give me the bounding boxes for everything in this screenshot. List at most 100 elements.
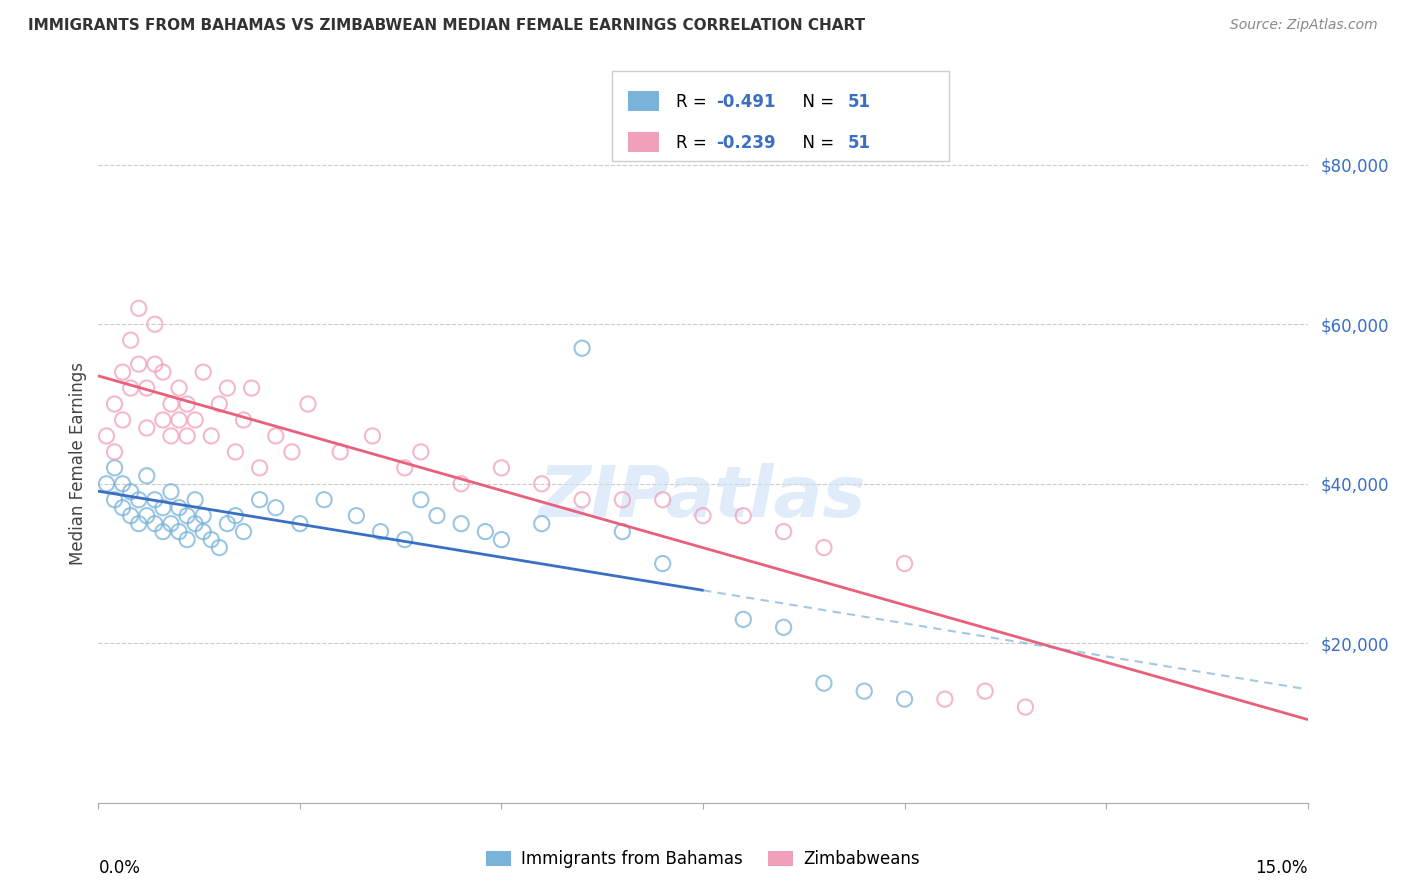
Point bbox=[394, 460, 416, 475]
Point bbox=[143, 357, 166, 371]
Point bbox=[103, 492, 125, 507]
Point bbox=[176, 533, 198, 547]
Point bbox=[176, 508, 198, 523]
Point bbox=[264, 429, 287, 443]
Point bbox=[612, 492, 634, 507]
Point bbox=[474, 524, 496, 539]
Point bbox=[193, 508, 215, 523]
Text: N =: N = bbox=[792, 93, 839, 111]
Point bbox=[193, 365, 215, 379]
Point bbox=[200, 533, 222, 547]
Point bbox=[281, 445, 304, 459]
Point bbox=[111, 476, 134, 491]
Point bbox=[160, 484, 183, 499]
Point bbox=[193, 524, 215, 539]
Point bbox=[111, 365, 134, 379]
Text: 51: 51 bbox=[848, 93, 870, 111]
Point bbox=[530, 516, 553, 531]
Point bbox=[772, 620, 794, 634]
Point bbox=[772, 524, 794, 539]
Point bbox=[120, 333, 142, 347]
Text: 15.0%: 15.0% bbox=[1256, 859, 1308, 877]
Point bbox=[184, 516, 207, 531]
Point bbox=[160, 516, 183, 531]
Point bbox=[135, 381, 157, 395]
Point bbox=[733, 508, 755, 523]
Point bbox=[184, 413, 207, 427]
Point bbox=[409, 445, 432, 459]
Text: N =: N = bbox=[792, 134, 839, 152]
Point bbox=[103, 445, 125, 459]
Point bbox=[135, 508, 157, 523]
Point bbox=[128, 357, 150, 371]
Point bbox=[394, 533, 416, 547]
Point bbox=[128, 301, 150, 316]
Point bbox=[612, 524, 634, 539]
Point bbox=[160, 397, 183, 411]
Point bbox=[128, 516, 150, 531]
Point bbox=[571, 492, 593, 507]
Text: -0.239: -0.239 bbox=[716, 134, 775, 152]
Y-axis label: Median Female Earnings: Median Female Earnings bbox=[69, 362, 87, 566]
Point bbox=[314, 492, 336, 507]
Point bbox=[692, 508, 714, 523]
Point bbox=[120, 381, 142, 395]
Point bbox=[167, 381, 190, 395]
Point bbox=[297, 397, 319, 411]
Point bbox=[96, 429, 118, 443]
Point bbox=[111, 413, 134, 427]
Point bbox=[450, 476, 472, 491]
Point bbox=[152, 524, 174, 539]
Point bbox=[813, 541, 835, 555]
Text: -0.491: -0.491 bbox=[716, 93, 775, 111]
Point bbox=[344, 508, 367, 523]
Point bbox=[160, 429, 183, 443]
Text: Source: ZipAtlas.com: Source: ZipAtlas.com bbox=[1230, 18, 1378, 32]
Point bbox=[491, 533, 513, 547]
Point bbox=[813, 676, 835, 690]
Point bbox=[651, 492, 673, 507]
Point bbox=[208, 397, 231, 411]
Point bbox=[111, 500, 134, 515]
Point bbox=[1014, 700, 1036, 714]
Point bbox=[893, 692, 915, 706]
Text: IMMIGRANTS FROM BAHAMAS VS ZIMBABWEAN MEDIAN FEMALE EARNINGS CORRELATION CHART: IMMIGRANTS FROM BAHAMAS VS ZIMBABWEAN ME… bbox=[28, 18, 865, 33]
Point bbox=[224, 445, 246, 459]
Point bbox=[426, 508, 449, 523]
Point bbox=[651, 557, 673, 571]
Text: R =: R = bbox=[676, 93, 713, 111]
Point bbox=[176, 429, 198, 443]
Point bbox=[143, 492, 166, 507]
Point bbox=[934, 692, 956, 706]
Point bbox=[249, 460, 271, 475]
Point bbox=[176, 397, 198, 411]
Point bbox=[288, 516, 311, 531]
Point bbox=[530, 476, 553, 491]
Point bbox=[135, 468, 157, 483]
Point bbox=[893, 557, 915, 571]
Text: 51: 51 bbox=[848, 134, 870, 152]
Point bbox=[329, 445, 352, 459]
Point bbox=[120, 508, 142, 523]
Point bbox=[361, 429, 384, 443]
Legend: Immigrants from Bahamas, Zimbabweans: Immigrants from Bahamas, Zimbabweans bbox=[479, 844, 927, 875]
Point bbox=[103, 397, 125, 411]
Point bbox=[184, 492, 207, 507]
Point bbox=[974, 684, 997, 698]
Point bbox=[96, 476, 118, 491]
Point bbox=[224, 508, 246, 523]
Point bbox=[450, 516, 472, 531]
Point bbox=[152, 413, 174, 427]
Point bbox=[370, 524, 392, 539]
Point bbox=[103, 460, 125, 475]
Text: 0.0%: 0.0% bbox=[98, 859, 141, 877]
Point bbox=[143, 516, 166, 531]
Point bbox=[167, 413, 190, 427]
Point bbox=[249, 492, 271, 507]
Point bbox=[128, 492, 150, 507]
Point bbox=[152, 365, 174, 379]
Point bbox=[208, 541, 231, 555]
Text: ZIPatlas: ZIPatlas bbox=[540, 463, 866, 533]
Point bbox=[232, 524, 254, 539]
Point bbox=[232, 413, 254, 427]
